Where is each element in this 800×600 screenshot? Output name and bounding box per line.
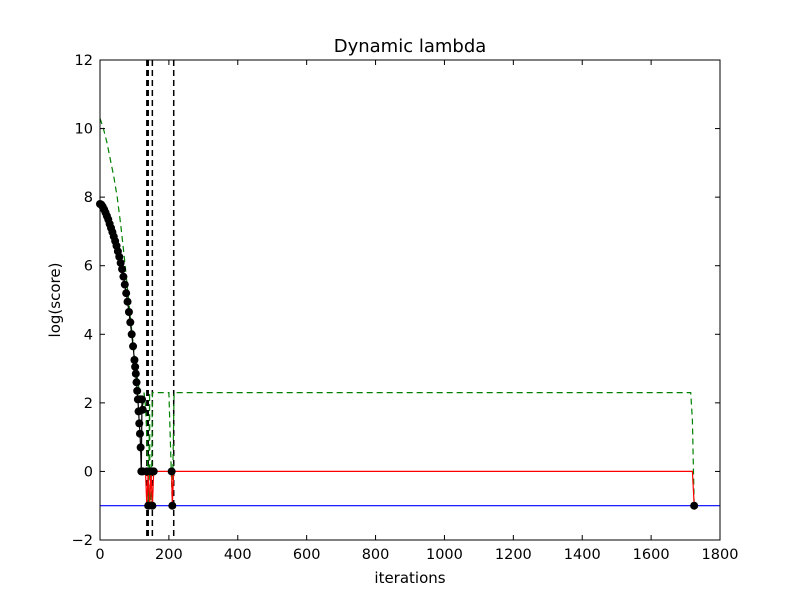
series-line-0: [100, 118, 695, 506]
plot-frame: [99, 59, 721, 541]
score-point-29: [133, 386, 142, 395]
x-tick-label-4: 800: [362, 547, 390, 563]
score-line: [100, 203, 144, 472]
score-point-28: [132, 378, 141, 387]
plot-area: 0 200 400 600 800 1000 1200 1400 1600 1800−202468…: [72, 53, 739, 563]
score-point-16: [118, 265, 127, 274]
score-point-extra-8: [690, 501, 699, 510]
score-point-37: [138, 405, 147, 414]
y-tick-label-5: 8: [84, 190, 93, 206]
score-point-22: [126, 318, 135, 327]
y-tick-label-1: 0: [84, 464, 93, 480]
score-point-extra-6: [167, 467, 176, 476]
score-point-25: [130, 356, 139, 364]
score-point-34: [136, 443, 145, 452]
x-tick-label-9: 1800: [702, 547, 739, 563]
x-tick-label-8: 1600: [633, 547, 670, 563]
score-point-extra-5: [149, 467, 158, 476]
series-line-1: [140, 470, 695, 506]
score-point-18: [120, 280, 129, 289]
y-tick-label-3: 4: [84, 327, 93, 343]
score-point-26: [131, 362, 140, 371]
chart-title: Dynamic lambda: [334, 36, 487, 57]
score-point-17: [119, 272, 128, 281]
x-tick-label-2: 400: [224, 547, 252, 563]
score-point-extra-7: [168, 501, 177, 510]
x-axis-label: iterations: [374, 569, 445, 587]
y-axis-label: log(score): [46, 263, 64, 338]
score-point-20: [123, 297, 132, 306]
score-point-14: [115, 252, 124, 261]
score-point-32: [135, 419, 144, 428]
x-tick-label-6: 1200: [495, 547, 532, 563]
y-tick-label-2: 2: [84, 396, 93, 412]
x-tick-label-7: 1400: [564, 547, 601, 563]
score-point-23: [127, 330, 136, 339]
score-point-36: [138, 395, 147, 404]
x-tick-label-3: 600: [293, 547, 321, 563]
score-point-24: [129, 342, 138, 351]
y-tick-label-0: −2: [72, 533, 93, 549]
y-tick-label-4: 6: [84, 259, 93, 275]
score-point-21: [124, 308, 133, 316]
x-tick-label-1: 200: [155, 547, 183, 563]
y-tick-label-7: 12: [75, 53, 93, 69]
score-point-15: [116, 258, 125, 267]
score-point-19: [122, 289, 131, 298]
score-point-33: [135, 429, 144, 438]
x-tick-label-0: 0: [95, 547, 104, 563]
y-tick-label-6: 10: [75, 122, 93, 138]
x-tick-label-5: 1000: [426, 547, 463, 563]
score-point-27: [131, 369, 140, 378]
score-point-extra-4: [148, 501, 157, 510]
